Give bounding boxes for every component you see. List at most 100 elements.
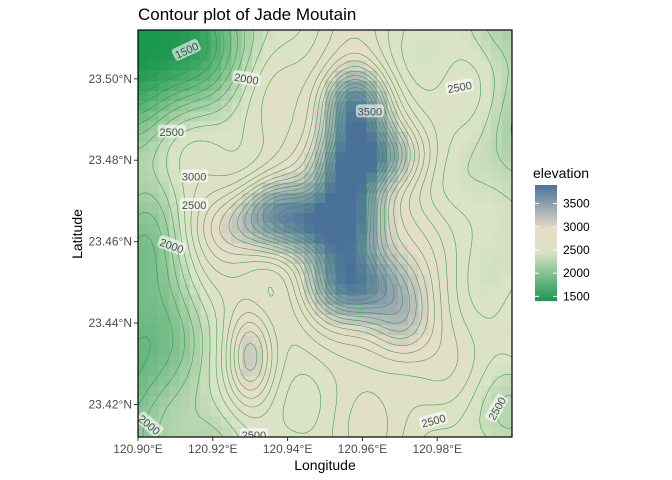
elevation-tile [221,416,233,428]
elevation-tile [262,202,274,214]
elevation-tile [148,365,160,377]
elevation-tile [501,264,512,275]
elevation-tile [304,386,316,397]
elevation-tile [428,375,440,387]
elevation-tile [366,345,378,357]
elevation-tile [366,426,378,437]
elevation-tile [387,406,399,418]
elevation-tile [169,80,181,92]
contour-label-text: 2000 [233,72,259,88]
elevation-tile [210,152,222,163]
elevation-tile [356,416,368,428]
elevation-tile [376,264,388,275]
elevation-tile [148,192,160,204]
elevation-tile [200,294,212,306]
elevation-tile [148,141,160,153]
elevation-tile [397,70,409,82]
elevation-tile [480,253,492,265]
elevation-tile [470,30,482,41]
elevation-tile [148,355,160,367]
elevation-tile [480,223,492,235]
elevation-tile [189,426,201,437]
elevation-tile [491,325,503,336]
elevation-tile [221,253,233,265]
elevation-tile [376,162,388,174]
elevation-tile [428,386,440,397]
elevation-tile [189,223,201,235]
elevation-tile [189,365,201,377]
elevation-tile [148,30,160,41]
elevation-tile [210,141,222,153]
elevation-tile [428,345,440,357]
elevation-tile [366,294,378,306]
elevation-tile [138,101,149,113]
elevation-tile [376,375,388,387]
elevation-tile [231,375,243,387]
elevation-tile [221,172,233,184]
elevation-tile [169,416,181,428]
elevation-tile [241,355,253,367]
elevation-tile [501,416,512,428]
elevation-tile [273,131,285,143]
elevation-tile [252,192,264,204]
elevation-tile [314,386,326,397]
contour-line-2000 [138,30,238,437]
elevation-tile [418,202,430,214]
elevation-tile [480,325,492,336]
elevation-tile [158,386,170,397]
elevation-tile [148,40,160,51]
elevation-tile [325,182,336,194]
elevation-tile [418,182,430,194]
elevation-tile [460,30,472,41]
elevation-tile [428,172,440,184]
elevation-tile [408,325,420,336]
elevation-tile [210,335,222,347]
elevation-tile [491,253,503,265]
elevation-tile [366,253,378,265]
elevation-tile [356,70,368,82]
elevation-tile [179,131,191,143]
elevation-tile [397,335,409,347]
elevation-tile [480,121,492,133]
contour-label: 2000 [232,69,262,88]
elevation-tile [418,386,430,397]
elevation-tile [335,314,347,326]
contour-line-2600 [196,30,459,437]
y-tick-label: 23.50°N [89,72,133,86]
elevation-tile [221,213,233,224]
elevation-tile [241,101,253,113]
elevation-tile [408,386,420,397]
elevation-tile [262,60,274,72]
elevation-tile [231,284,243,296]
elevation-tile [179,60,191,72]
elevation-tile [408,335,420,347]
elevation-tile [273,162,285,174]
elevation-tile [241,60,253,72]
elevation-tile [314,416,326,428]
elevation-tile [252,172,264,184]
elevation-tile [138,121,149,133]
contour-line-3300 [250,79,403,315]
elevation-tile [262,141,274,153]
elevation-tile [439,243,451,255]
elevation-tile [470,416,482,428]
elevation-tile [501,284,512,296]
elevation-tile [252,274,264,285]
elevation-tile [335,131,347,143]
elevation-tile [460,426,472,437]
elevation-tile [283,345,295,357]
elevation-tile [491,284,503,296]
elevation-tile [418,355,430,367]
elevation-tile [397,40,409,51]
elevation-tile [138,294,149,306]
elevation-tile [480,386,492,397]
elevation-tile [200,152,212,163]
elevation-tile [480,345,492,357]
elevation-tile [397,233,409,245]
elevation-tile [418,50,430,62]
elevation-tile [138,162,149,174]
elevation-tile [210,375,222,387]
elevation-tile [273,335,285,347]
elevation-tile [304,264,316,275]
elevation-tile [408,121,420,133]
